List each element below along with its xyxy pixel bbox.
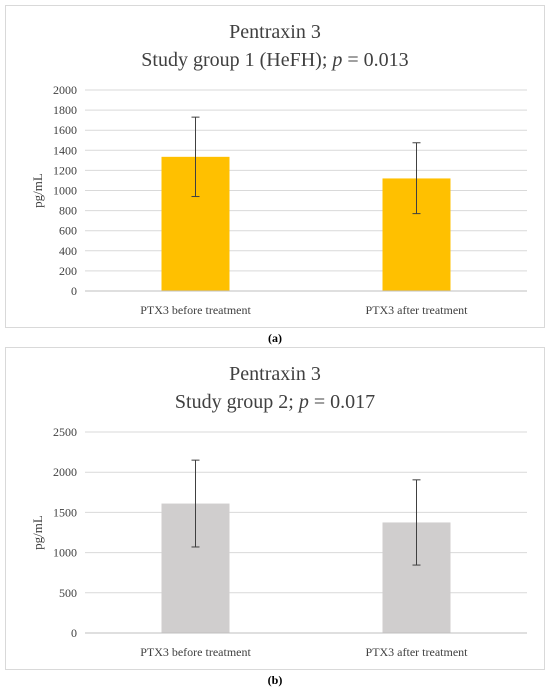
chart-panel-a: Pentraxin 3 Study group 1 (HeFH); p = 0.… (5, 5, 545, 328)
y-tick-label: 2000 (53, 465, 77, 479)
y-tick-label: 1200 (53, 163, 77, 177)
y-tick-label: 400 (59, 244, 77, 258)
y-tick-label: 2500 (53, 425, 77, 439)
subtitle-prefix: Study group 2; (174, 391, 299, 413)
y-tick-label: 500 (59, 586, 77, 600)
figure-caption-a: (a) (268, 331, 282, 345)
chart-subtitle: Study group 1 (HeFH); p = 0.013 (6, 48, 544, 72)
subtitle-suffix: = 0.017 (308, 391, 376, 413)
y-tick-label: 600 (59, 224, 77, 238)
subtitle-p-symbol: p (298, 391, 309, 413)
y-tick-label: 1600 (53, 123, 77, 137)
chart-plot-a: 0 200 400 600 800 1000 1200 1400 1600 1800 2000 pg/… (30, 83, 527, 317)
chart-title: Pentraxin 3 (229, 363, 321, 385)
chart-title: Pentraxin 3 (229, 21, 321, 43)
x-category-label: PTX3 before treatment (140, 303, 251, 317)
y-tick-label: 200 (59, 264, 77, 278)
y-tick-label: 0 (71, 626, 77, 640)
y-tick-label: 1800 (53, 103, 77, 117)
subtitle-p-symbol: p (332, 49, 343, 71)
x-category-label: PTX3 after treatment (366, 303, 469, 317)
y-tick-label: 0 (71, 284, 77, 298)
y-tick-label: 1000 (53, 184, 77, 198)
y-axis-label: pg/mL (30, 515, 45, 550)
y-tick-label: 1000 (53, 546, 77, 560)
subtitle-suffix: = 0.013 (342, 49, 409, 71)
y-tick-label: 2000 (53, 83, 77, 97)
y-tick-label: 1500 (53, 505, 77, 519)
x-category-label: PTX3 after treatment (366, 645, 469, 659)
y-tick-label: 800 (59, 204, 77, 218)
y-tick-label: 1400 (53, 143, 77, 157)
figure-caption-b: (b) (267, 673, 283, 687)
chart-panel-b: Pentraxin 3 Study group 2; p = 0.017 0 50… (5, 347, 545, 670)
x-category-label: PTX3 before treatment (140, 645, 251, 659)
chart-subtitle: Study group 2; p = 0.017 (6, 390, 544, 414)
subtitle-prefix: Study group 1 (HeFH); (141, 49, 333, 71)
y-axis-label: pg/mL (30, 173, 45, 208)
chart-plot-b: 0 500 1000 1500 2000 2500 pg/mL PTX3 before tre… (30, 425, 527, 659)
